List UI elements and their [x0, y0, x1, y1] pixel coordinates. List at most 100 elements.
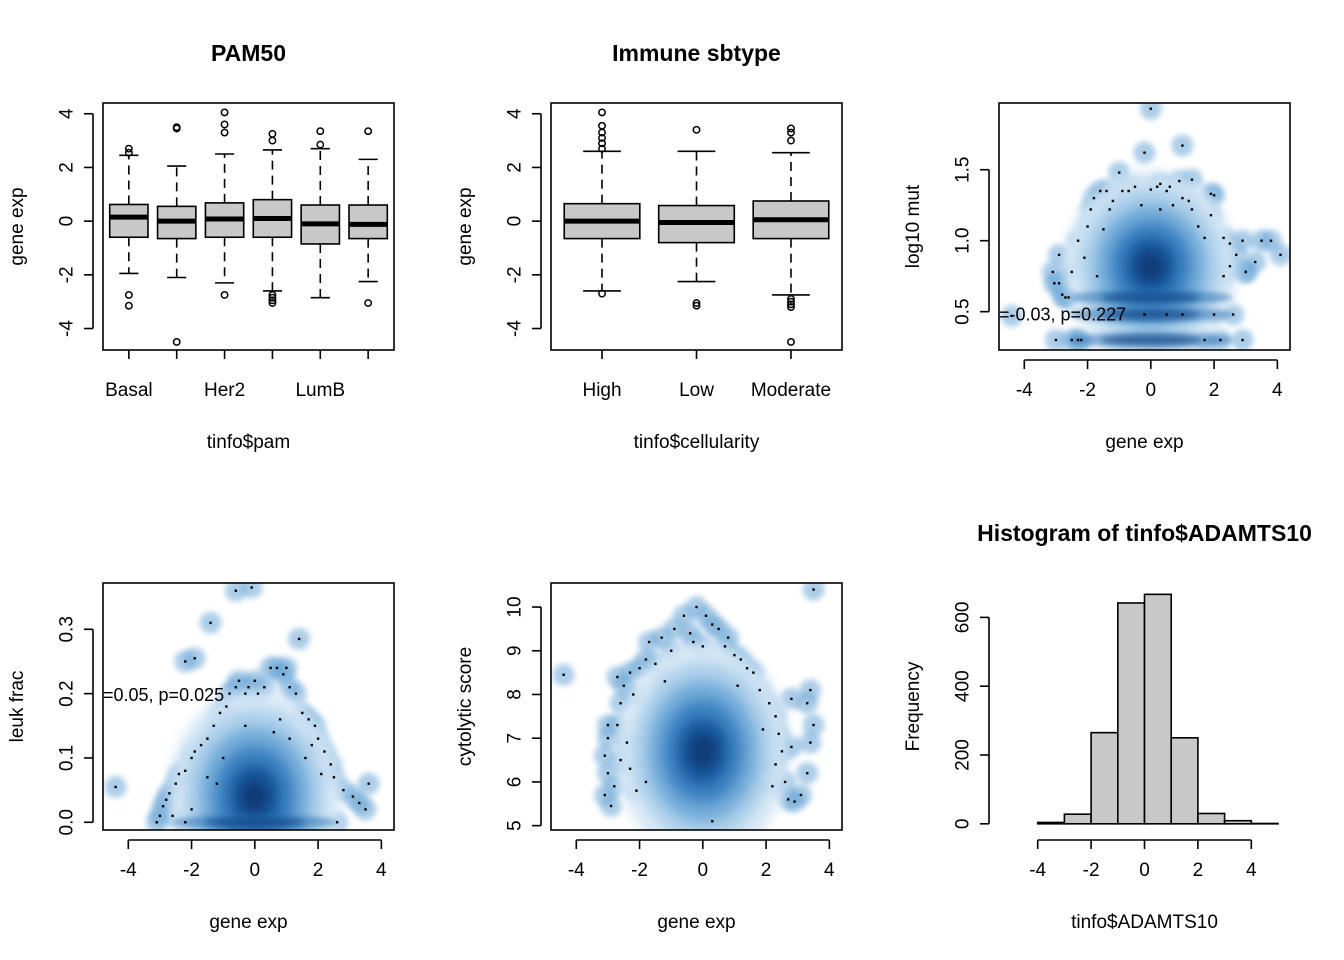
data-point [780, 750, 784, 753]
data-point [1140, 204, 1143, 207]
outlier-point [124, 148, 133, 157]
data-point [1080, 338, 1083, 342]
data-point [1070, 270, 1073, 274]
boxplot-panel: -4 -2 0 2 4 High Low Moderate Immune sbtype tinfo… [455, 40, 843, 453]
y-axis-label: cytolytic score [455, 647, 476, 766]
data-point [1111, 199, 1115, 203]
density-contour [688, 732, 718, 770]
y-tick-label: -4 [505, 320, 526, 337]
chart-title: Histogram of tinfo$ADAMTS10 [977, 520, 1312, 546]
outlier-point [124, 144, 133, 153]
y-tick-label: 0.3 [57, 616, 78, 642]
data-point [171, 814, 174, 818]
data-point [1168, 185, 1172, 188]
data-point [275, 666, 279, 670]
data-point [1053, 282, 1056, 285]
y-tick-label: 200 [953, 739, 974, 771]
density-layer [104, 583, 380, 830]
y-tick-label: -4 [57, 320, 78, 337]
data-point [367, 782, 370, 785]
data-point [809, 741, 812, 744]
data-point [739, 658, 742, 661]
data-point [282, 673, 285, 676]
outlier-point [787, 136, 795, 145]
data-point [1219, 338, 1222, 342]
data-point [1159, 208, 1162, 211]
data-point [1076, 239, 1080, 242]
data-point [351, 795, 355, 798]
data-point [1127, 189, 1130, 193]
data-point [269, 666, 272, 670]
histogram-bar [1063, 813, 1092, 825]
data-point [250, 586, 253, 589]
y-tick-label: 0.5 [953, 298, 974, 324]
y-axis-label: gene exp [455, 187, 476, 265]
data-point [335, 821, 339, 824]
box [204, 108, 245, 299]
data-point [1241, 239, 1244, 242]
x-tick-label: -2 [1079, 380, 1096, 401]
data-point [644, 658, 648, 661]
x-tick-label: 4 [1246, 860, 1257, 881]
data-point [1143, 151, 1146, 154]
data-point [616, 675, 619, 679]
data-point [1095, 274, 1099, 278]
data-point [1187, 199, 1190, 203]
data-point [1269, 239, 1273, 242]
outlier-point [268, 136, 277, 145]
data-point [168, 792, 171, 795]
outlier-point [220, 128, 229, 137]
data-point [234, 589, 238, 592]
data-point [1064, 296, 1067, 299]
data-point [1089, 208, 1092, 211]
data-point [212, 724, 215, 727]
y-tick-label: 0.0 [57, 809, 78, 835]
data-point [1181, 144, 1184, 147]
data-point [673, 627, 676, 631]
data-point [799, 793, 803, 797]
scatter-panel: 0.5 1.0 1.5 -4 -2 0 2 4 =-0.03, p=0.227 gene exp l… [903, 102, 1291, 453]
data-point [301, 711, 304, 715]
data-point [114, 785, 117, 789]
data-point [256, 692, 260, 695]
outlier-point [268, 291, 277, 299]
data-point [313, 724, 317, 727]
data-point [745, 667, 749, 670]
data-point [790, 745, 793, 749]
data-point [225, 705, 228, 708]
data-point [1057, 282, 1061, 285]
data-point [1231, 313, 1235, 316]
y-tick-label: 8 [505, 689, 526, 700]
data-point [682, 614, 686, 617]
data-point [1190, 178, 1194, 181]
x-tick-label: -4 [120, 860, 137, 881]
y-tick-label: 7 [505, 733, 526, 744]
x-tick-label: 0 [1146, 380, 1157, 401]
data-point [1241, 338, 1244, 342]
outlier-point [124, 291, 133, 299]
data-point [332, 776, 336, 779]
data-point [247, 686, 250, 689]
box [657, 125, 736, 310]
data-point [644, 780, 648, 784]
data-point [619, 758, 622, 762]
outlier-point [172, 123, 181, 132]
data-point [1209, 213, 1213, 217]
x-tick-label: -2 [631, 860, 648, 881]
outlier-point [364, 299, 373, 307]
data-point [329, 763, 332, 766]
data-point [1121, 189, 1124, 193]
data-point [1178, 179, 1181, 183]
y-tick-label: 0 [505, 216, 526, 227]
outlier-point [124, 301, 133, 310]
y-tick-label: 6 [505, 777, 526, 788]
outlier-point [598, 289, 606, 298]
density-halo [802, 583, 825, 601]
y-tick-label: 10 [505, 596, 526, 617]
data-point [263, 686, 266, 689]
data-point [285, 666, 288, 670]
outlier-point [692, 125, 701, 134]
data-point [647, 640, 651, 644]
density-band [1101, 335, 1201, 346]
data-point [1228, 265, 1232, 268]
